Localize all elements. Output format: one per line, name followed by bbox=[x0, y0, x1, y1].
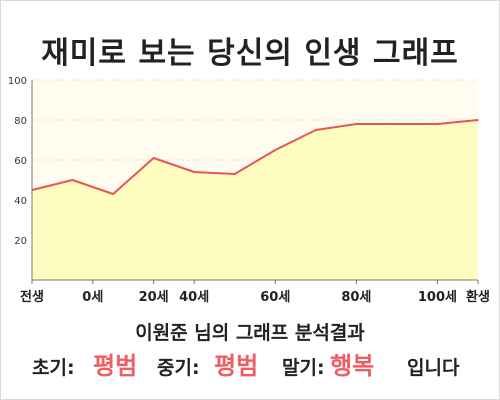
y-tick-label: 80 bbox=[14, 116, 27, 127]
data-point bbox=[193, 171, 195, 173]
data-point bbox=[152, 157, 155, 159]
area-fill bbox=[32, 120, 478, 280]
data-point bbox=[436, 123, 439, 125]
data-point bbox=[71, 179, 74, 181]
data-point bbox=[477, 119, 479, 121]
x-tick-label: 60세 bbox=[260, 290, 290, 305]
x-tick-label: 전생 bbox=[20, 289, 44, 305]
x-tick-label: 환생 bbox=[466, 289, 490, 305]
analysis-subtitle: 이원준 님의 그래프 분석결과 bbox=[135, 322, 365, 344]
early-value: 평범 bbox=[93, 352, 138, 380]
late-value: 행복 bbox=[330, 352, 375, 380]
x-tick-label: 40세 bbox=[179, 290, 209, 305]
early-label: 초기: bbox=[32, 357, 75, 379]
data-point bbox=[112, 193, 114, 195]
x-tick-label: 0세 bbox=[82, 290, 103, 305]
ending-text: 입니다 bbox=[407, 357, 460, 379]
data-point bbox=[233, 173, 236, 175]
y-tick-label: 60 bbox=[14, 156, 27, 167]
y-tick-label: 20 bbox=[14, 236, 27, 247]
page-title: 재미로 보는 당신의 인생 그래프 bbox=[41, 36, 459, 71]
series-line bbox=[31, 119, 479, 195]
data-point bbox=[274, 149, 277, 151]
analysis-result: 초기: 평범 중기: 평범 말기: 행복 입니다 bbox=[0, 343, 500, 383]
data-point bbox=[396, 123, 398, 125]
mid-value: 평범 bbox=[214, 352, 259, 380]
x-tick-label: 20세 bbox=[139, 290, 169, 305]
data-point bbox=[355, 123, 358, 125]
mid-label: 중기: bbox=[157, 357, 200, 379]
data-point bbox=[315, 129, 317, 131]
y-tick-label: 100 bbox=[8, 76, 27, 87]
late-label: 말기: bbox=[282, 357, 325, 379]
x-tick-label: 100세 bbox=[418, 290, 457, 305]
y-tick-label: 40 bbox=[14, 196, 27, 207]
x-tick-label: 80세 bbox=[341, 290, 371, 305]
